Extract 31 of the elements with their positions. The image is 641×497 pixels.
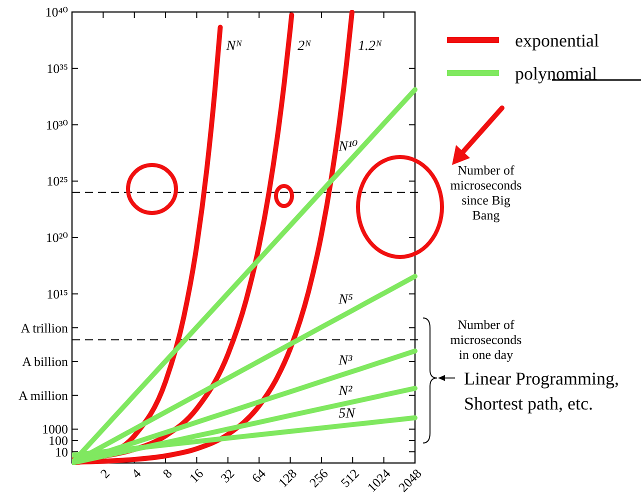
x-tick-label: 512 xyxy=(338,466,362,490)
ref-line-label: Number of microseconds since Big Bang xyxy=(450,162,522,222)
series-label: Nᴺ xyxy=(225,39,243,54)
x-tick-label: 128 xyxy=(275,466,300,490)
series-label: N³ xyxy=(338,353,353,368)
x-tick-label: 16 xyxy=(186,465,206,486)
series-label: 5N xyxy=(338,406,356,422)
series-label: N⁵ xyxy=(338,292,353,308)
y-tick-label: A trillion xyxy=(20,320,68,336)
x-tick-label: 2 xyxy=(97,466,113,481)
text: polynomial xyxy=(515,63,597,84)
y-tick-label: A million xyxy=(18,388,68,403)
series-label: 1.2ᴺ xyxy=(358,39,383,54)
x-tick-label: 64 xyxy=(248,465,269,486)
y-tick-label: 10³⁰ xyxy=(46,117,68,132)
series-label: N² xyxy=(338,384,353,399)
series-label: 2ᴺ xyxy=(298,39,312,54)
x-tick-label: 32 xyxy=(217,466,238,486)
text: exponential xyxy=(515,30,599,50)
y-tick-label: 10¹⁵ xyxy=(46,286,68,302)
series-label: N¹⁰ xyxy=(338,140,358,155)
y-tick-label: 10⁴⁰ xyxy=(45,4,68,20)
x-tick-label: 4 xyxy=(128,465,144,481)
ref-line-label: Number of microseconds in one day xyxy=(450,317,522,362)
y-tick-label: 10³⁵ xyxy=(46,60,68,76)
y-tick-label: A billion xyxy=(22,354,68,370)
y-tick-label: 10²⁰ xyxy=(46,230,68,246)
text: Linear Programming, Shortest path, etc. xyxy=(464,368,619,414)
y-tick-label: 10²⁵ xyxy=(46,174,68,189)
x-tick-label: 256 xyxy=(306,465,332,490)
x-tick-label: 8 xyxy=(160,466,175,481)
